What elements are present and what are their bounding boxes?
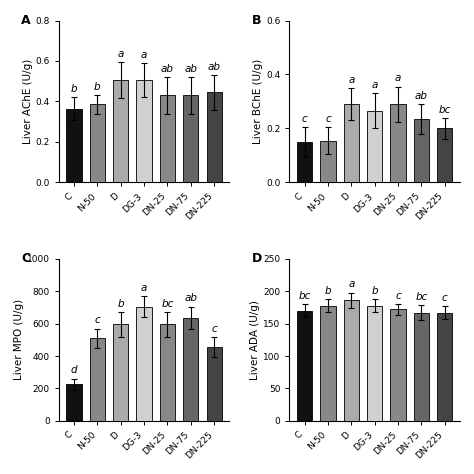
Text: a: a [118, 49, 124, 59]
Text: a: a [372, 80, 378, 90]
Bar [367, 111, 383, 182]
Bar [90, 338, 105, 421]
Bar [391, 310, 406, 421]
Bar [344, 104, 359, 182]
Text: ab: ab [184, 64, 197, 74]
Bar [207, 347, 222, 421]
Bar [414, 313, 429, 421]
Text: c: c [94, 315, 100, 325]
Bar [66, 384, 82, 421]
Text: bc: bc [415, 292, 428, 301]
Text: a: a [141, 50, 147, 60]
Text: c: c [302, 114, 308, 124]
Bar [297, 142, 312, 182]
Text: b: b [71, 84, 77, 94]
Text: c: c [325, 114, 331, 124]
Bar [320, 306, 336, 421]
Bar [437, 313, 452, 421]
Text: a: a [348, 279, 355, 289]
Text: bc: bc [161, 299, 173, 309]
Text: c: c [442, 293, 447, 303]
Text: C: C [21, 253, 30, 265]
Bar [113, 325, 128, 421]
Bar [414, 119, 429, 182]
Y-axis label: Liver MPO (U/g): Liver MPO (U/g) [14, 299, 24, 381]
Y-axis label: Liver AChE (U/g): Liver AChE (U/g) [22, 59, 33, 144]
Text: a: a [395, 73, 401, 83]
Text: b: b [94, 82, 100, 92]
Bar [137, 80, 152, 182]
Bar [90, 104, 105, 182]
Text: ab: ab [184, 293, 197, 303]
Bar [160, 325, 175, 421]
Y-axis label: Liver ADA (U/g): Liver ADA (U/g) [250, 300, 260, 380]
Text: c: c [395, 291, 401, 301]
Text: ab: ab [208, 62, 220, 72]
Text: b: b [372, 286, 378, 296]
Text: d: d [71, 365, 77, 375]
Text: c: c [211, 324, 217, 334]
Text: B: B [252, 14, 261, 27]
Text: ab: ab [415, 91, 428, 101]
Text: D: D [252, 253, 262, 265]
Text: ab: ab [161, 64, 174, 74]
Text: a: a [141, 283, 147, 293]
Bar [113, 80, 128, 182]
Bar [297, 310, 312, 421]
Bar [137, 307, 152, 421]
Bar [207, 92, 222, 182]
Bar [391, 104, 406, 182]
Bar [320, 141, 336, 182]
Text: bc: bc [438, 105, 451, 115]
Text: bc: bc [299, 291, 311, 301]
Text: b: b [118, 299, 124, 309]
Bar [367, 306, 383, 421]
Bar [160, 95, 175, 182]
Bar [183, 95, 198, 182]
Bar [437, 128, 452, 182]
Bar [344, 301, 359, 421]
Text: A: A [21, 14, 31, 27]
Bar [183, 318, 198, 421]
Text: b: b [325, 286, 331, 296]
Y-axis label: Liver BChE (U/g): Liver BChE (U/g) [253, 59, 263, 144]
Text: a: a [348, 75, 355, 85]
Bar [66, 109, 82, 182]
